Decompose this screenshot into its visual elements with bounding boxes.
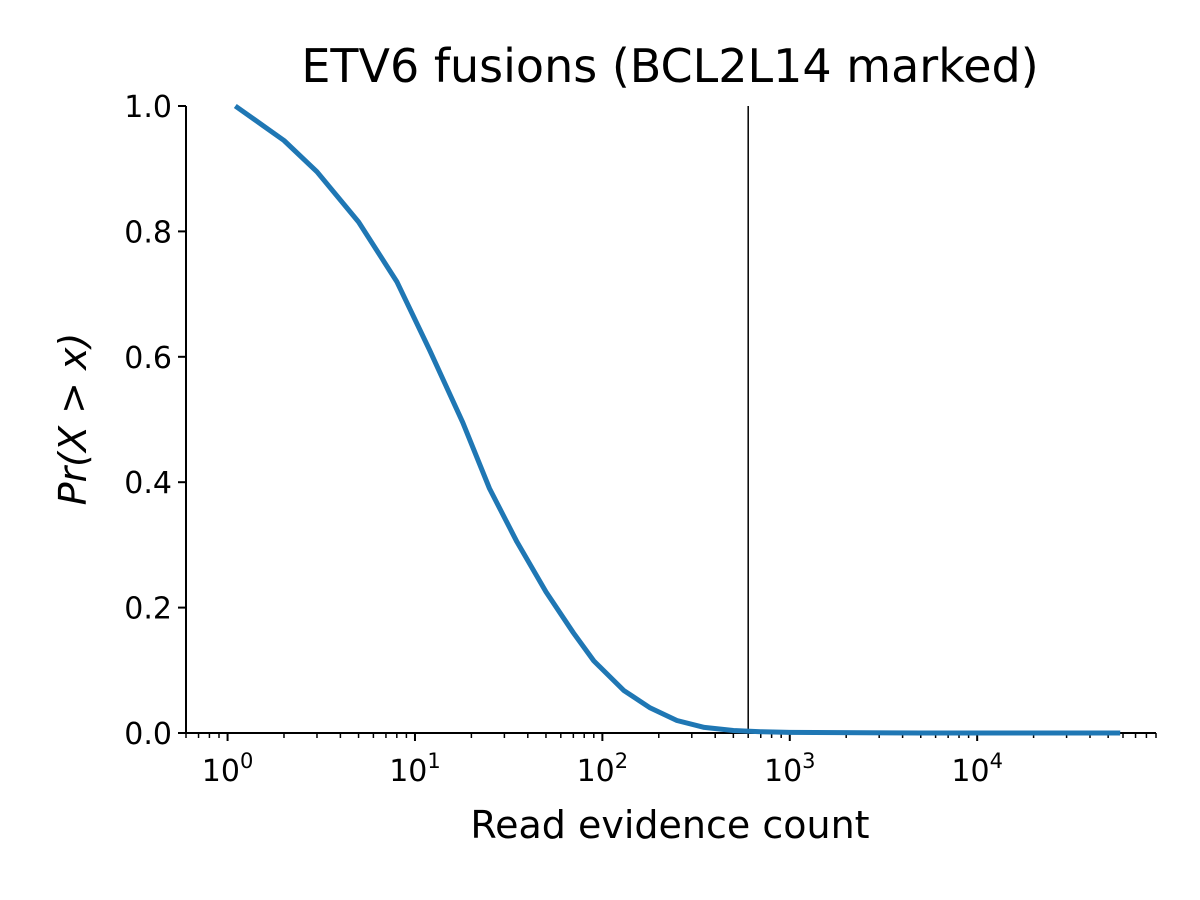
x-tick-label: 103	[764, 749, 816, 789]
x-tick-label-exponent: 4	[990, 749, 1003, 773]
x-tick-label-base: 10	[577, 754, 615, 789]
x-tick-label: 102	[577, 749, 629, 789]
x-tick-label: 104	[951, 749, 1003, 789]
y-tick-label: 0.8	[124, 215, 172, 250]
x-tick-label-base: 10	[389, 754, 427, 789]
x-axis-ticks: 100 101 102 103 104	[185, 733, 1157, 789]
y-tick-label: 0.4	[124, 466, 172, 501]
x-tick-label: 100	[202, 749, 254, 789]
y-axis-label: Pr(X > x)	[51, 333, 95, 506]
y-tick-label: 0.6	[124, 341, 172, 376]
x-tick-label: 101	[389, 749, 441, 789]
y-axis-label-text: Pr(X > x)	[51, 333, 95, 506]
x-tick-label-exponent: 0	[240, 749, 253, 773]
x-tick-label-base: 10	[764, 754, 802, 789]
x-tick-label-base: 10	[202, 754, 240, 789]
x-axis-label: Read evidence count	[470, 803, 869, 847]
x-tick-label-exponent: 2	[615, 749, 628, 773]
chart-title: ETV6 fusions (BCL2L14 marked)	[301, 39, 1038, 93]
x-tick-label-exponent: 1	[427, 749, 440, 773]
x-tick-label-exponent: 3	[802, 749, 815, 773]
x-tick-label-base: 10	[951, 754, 989, 789]
y-axis-ticks: 0.0 0.2 0.4 0.6 0.8 1.0	[124, 90, 186, 752]
series-line	[233, 103, 1121, 736]
plot-area	[233, 103, 1121, 736]
y-tick-label: 0.2	[124, 592, 172, 627]
y-tick-label: 1.0	[124, 90, 172, 125]
y-tick-label: 0.0	[124, 717, 172, 752]
